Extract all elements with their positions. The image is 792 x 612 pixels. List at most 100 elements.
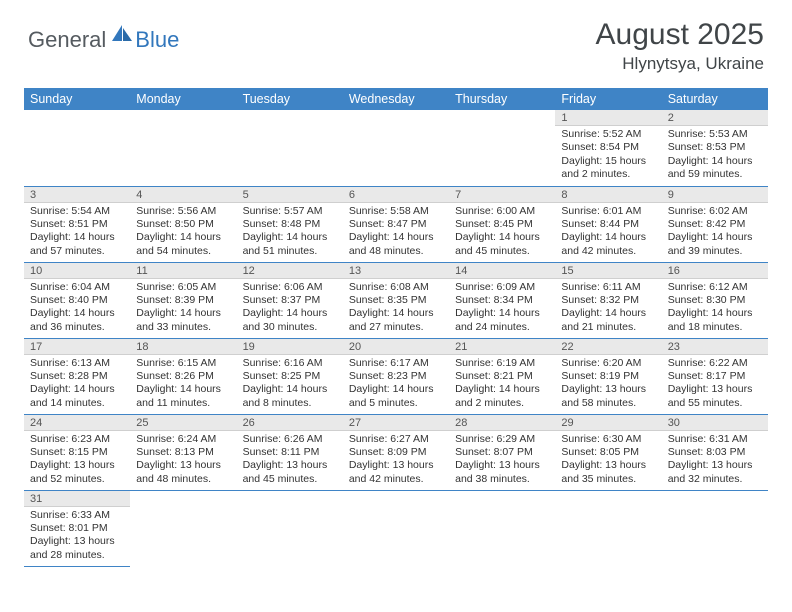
sunrise-line: Sunrise: 6:26 AM <box>243 433 337 446</box>
daylight-line: Daylight: 14 hours and 11 minutes. <box>136 383 230 410</box>
sunrise-line: Sunrise: 6:02 AM <box>668 205 762 218</box>
daylight-line: Daylight: 13 hours and 42 minutes. <box>349 459 443 486</box>
sunset-line: Sunset: 8:39 PM <box>136 294 230 307</box>
sunset-line: Sunset: 8:54 PM <box>561 141 655 154</box>
calendar-cell: 15Sunrise: 6:11 AMSunset: 8:32 PMDayligh… <box>555 262 661 338</box>
calendar-cell <box>343 110 449 186</box>
sunset-line: Sunset: 8:01 PM <box>30 522 124 535</box>
weekday-header: Saturday <box>662 88 768 110</box>
sunset-line: Sunset: 8:32 PM <box>561 294 655 307</box>
calendar-cell: 10Sunrise: 6:04 AMSunset: 8:40 PMDayligh… <box>24 262 130 338</box>
logo: General Blue <box>28 24 179 55</box>
sunset-line: Sunset: 8:25 PM <box>243 370 337 383</box>
sunrise-line: Sunrise: 5:56 AM <box>136 205 230 218</box>
weekday-header: Thursday <box>449 88 555 110</box>
calendar-row: 10Sunrise: 6:04 AMSunset: 8:40 PMDayligh… <box>24 262 768 338</box>
sunset-line: Sunset: 8:05 PM <box>561 446 655 459</box>
sunrise-line: Sunrise: 6:06 AM <box>243 281 337 294</box>
sunset-line: Sunset: 8:21 PM <box>455 370 549 383</box>
day-details: Sunrise: 6:24 AMSunset: 8:13 PMDaylight:… <box>130 431 236 490</box>
calendar-cell: 29Sunrise: 6:30 AMSunset: 8:05 PMDayligh… <box>555 414 661 490</box>
day-number: 17 <box>24 339 130 355</box>
daylight-line: Daylight: 14 hours and 18 minutes. <box>668 307 762 334</box>
calendar-cell: 11Sunrise: 6:05 AMSunset: 8:39 PMDayligh… <box>130 262 236 338</box>
sunrise-line: Sunrise: 6:01 AM <box>561 205 655 218</box>
daylight-line: Daylight: 14 hours and 54 minutes. <box>136 231 230 258</box>
daylight-line: Daylight: 13 hours and 48 minutes. <box>136 459 230 486</box>
calendar-cell: 7Sunrise: 6:00 AMSunset: 8:45 PMDaylight… <box>449 186 555 262</box>
sunset-line: Sunset: 8:17 PM <box>668 370 762 383</box>
day-details: Sunrise: 6:12 AMSunset: 8:30 PMDaylight:… <box>662 279 768 338</box>
calendar-cell: 27Sunrise: 6:27 AMSunset: 8:09 PMDayligh… <box>343 414 449 490</box>
day-details: Sunrise: 6:26 AMSunset: 8:11 PMDaylight:… <box>237 431 343 490</box>
page-header: General Blue August 2025 Hlynytsya, Ukra… <box>0 0 792 80</box>
daylight-line: Daylight: 13 hours and 38 minutes. <box>455 459 549 486</box>
sunrise-line: Sunrise: 6:30 AM <box>561 433 655 446</box>
calendar-cell: 2Sunrise: 5:53 AMSunset: 8:53 PMDaylight… <box>662 110 768 186</box>
weekday-header-row: Sunday Monday Tuesday Wednesday Thursday… <box>24 88 768 110</box>
day-details: Sunrise: 6:01 AMSunset: 8:44 PMDaylight:… <box>555 203 661 262</box>
day-details: Sunrise: 6:06 AMSunset: 8:37 PMDaylight:… <box>237 279 343 338</box>
day-details: Sunrise: 6:04 AMSunset: 8:40 PMDaylight:… <box>24 279 130 338</box>
day-number: 18 <box>130 339 236 355</box>
calendar-cell: 1Sunrise: 5:52 AMSunset: 8:54 PMDaylight… <box>555 110 661 186</box>
logo-text-blue: Blue <box>135 27 179 53</box>
sunset-line: Sunset: 8:03 PM <box>668 446 762 459</box>
daylight-line: Daylight: 14 hours and 21 minutes. <box>561 307 655 334</box>
day-number: 26 <box>237 415 343 431</box>
day-number: 14 <box>449 263 555 279</box>
day-details: Sunrise: 6:17 AMSunset: 8:23 PMDaylight:… <box>343 355 449 414</box>
day-number: 21 <box>449 339 555 355</box>
calendar-cell: 14Sunrise: 6:09 AMSunset: 8:34 PMDayligh… <box>449 262 555 338</box>
sunset-line: Sunset: 8:50 PM <box>136 218 230 231</box>
calendar-cell <box>662 490 768 566</box>
daylight-line: Daylight: 14 hours and 36 minutes. <box>30 307 124 334</box>
day-number: 23 <box>662 339 768 355</box>
day-details: Sunrise: 5:54 AMSunset: 8:51 PMDaylight:… <box>24 203 130 262</box>
weekday-header: Friday <box>555 88 661 110</box>
weekday-header: Wednesday <box>343 88 449 110</box>
day-number: 16 <box>662 263 768 279</box>
day-details: Sunrise: 6:05 AMSunset: 8:39 PMDaylight:… <box>130 279 236 338</box>
day-number: 3 <box>24 187 130 203</box>
daylight-line: Daylight: 14 hours and 45 minutes. <box>455 231 549 258</box>
day-details: Sunrise: 6:13 AMSunset: 8:28 PMDaylight:… <box>24 355 130 414</box>
day-details: Sunrise: 6:20 AMSunset: 8:19 PMDaylight:… <box>555 355 661 414</box>
day-details: Sunrise: 6:29 AMSunset: 8:07 PMDaylight:… <box>449 431 555 490</box>
sunrise-line: Sunrise: 6:12 AM <box>668 281 762 294</box>
calendar-cell: 24Sunrise: 6:23 AMSunset: 8:15 PMDayligh… <box>24 414 130 490</box>
day-number: 19 <box>237 339 343 355</box>
day-number: 15 <box>555 263 661 279</box>
day-details: Sunrise: 6:31 AMSunset: 8:03 PMDaylight:… <box>662 431 768 490</box>
day-details: Sunrise: 5:52 AMSunset: 8:54 PMDaylight:… <box>555 126 661 185</box>
sunset-line: Sunset: 8:45 PM <box>455 218 549 231</box>
sunset-line: Sunset: 8:37 PM <box>243 294 337 307</box>
day-number: 11 <box>130 263 236 279</box>
calendar-cell: 3Sunrise: 5:54 AMSunset: 8:51 PMDaylight… <box>24 186 130 262</box>
day-number: 20 <box>343 339 449 355</box>
month-title: August 2025 <box>596 18 764 52</box>
daylight-line: Daylight: 14 hours and 51 minutes. <box>243 231 337 258</box>
sunset-line: Sunset: 8:15 PM <box>30 446 124 459</box>
calendar-cell: 5Sunrise: 5:57 AMSunset: 8:48 PMDaylight… <box>237 186 343 262</box>
calendar-cell: 23Sunrise: 6:22 AMSunset: 8:17 PMDayligh… <box>662 338 768 414</box>
calendar-cell: 12Sunrise: 6:06 AMSunset: 8:37 PMDayligh… <box>237 262 343 338</box>
day-number: 31 <box>24 491 130 507</box>
sunrise-line: Sunrise: 6:05 AM <box>136 281 230 294</box>
sunset-line: Sunset: 8:19 PM <box>561 370 655 383</box>
day-number: 10 <box>24 263 130 279</box>
calendar-cell <box>24 110 130 186</box>
sunset-line: Sunset: 8:51 PM <box>30 218 124 231</box>
day-details: Sunrise: 6:27 AMSunset: 8:09 PMDaylight:… <box>343 431 449 490</box>
sunrise-line: Sunrise: 6:33 AM <box>30 509 124 522</box>
daylight-line: Daylight: 14 hours and 5 minutes. <box>349 383 443 410</box>
daylight-line: Daylight: 14 hours and 30 minutes. <box>243 307 337 334</box>
sunrise-line: Sunrise: 6:27 AM <box>349 433 443 446</box>
daylight-line: Daylight: 13 hours and 58 minutes. <box>561 383 655 410</box>
sunrise-line: Sunrise: 5:57 AM <box>243 205 337 218</box>
daylight-line: Daylight: 13 hours and 52 minutes. <box>30 459 124 486</box>
sunset-line: Sunset: 8:28 PM <box>30 370 124 383</box>
logo-text-general: General <box>28 27 106 53</box>
calendar-cell: 28Sunrise: 6:29 AMSunset: 8:07 PMDayligh… <box>449 414 555 490</box>
calendar-cell: 20Sunrise: 6:17 AMSunset: 8:23 PMDayligh… <box>343 338 449 414</box>
